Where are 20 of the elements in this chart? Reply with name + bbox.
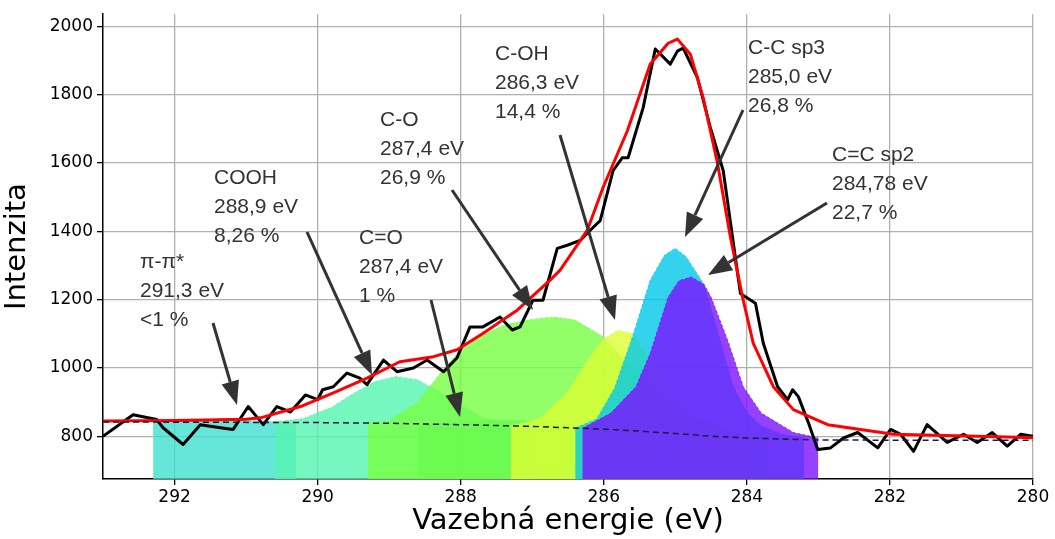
annotation: C-O 287,4 eV 26,9 % bbox=[380, 107, 465, 189]
x-tick-label: 282 bbox=[873, 485, 907, 506]
x-tick-label: 290 bbox=[301, 485, 334, 506]
y-tick-label: 800 bbox=[60, 424, 93, 445]
y-axis-title: Intenzita bbox=[0, 183, 32, 311]
y-tick-label: 2000 bbox=[49, 14, 93, 35]
annotation: C=O 287,4 eV 1 % bbox=[359, 225, 444, 307]
y-tick-label: 1000 bbox=[49, 356, 93, 377]
annotation: π-π* 291,3 eV <1 % bbox=[140, 249, 225, 331]
y-tick-label: 1800 bbox=[49, 82, 93, 103]
y-tick-label: 1600 bbox=[49, 151, 93, 172]
y-tick-label: 1400 bbox=[49, 219, 93, 240]
x-tick-label: 284 bbox=[730, 485, 764, 506]
x-tick-label: 292 bbox=[158, 485, 191, 506]
annotation: C-OH 286,3 eV 14,4 % bbox=[495, 41, 580, 123]
annotation: C-C sp3 285,0 eV 26,8 % bbox=[748, 35, 833, 117]
x-tick-label: 280 bbox=[1016, 485, 1050, 506]
y-tick-label: 1200 bbox=[49, 288, 93, 308]
annotation: C=C sp2 284,78 eV 22,7 % bbox=[832, 142, 928, 224]
annotation: COOH 288,9 eV 8,26 % bbox=[214, 165, 299, 247]
